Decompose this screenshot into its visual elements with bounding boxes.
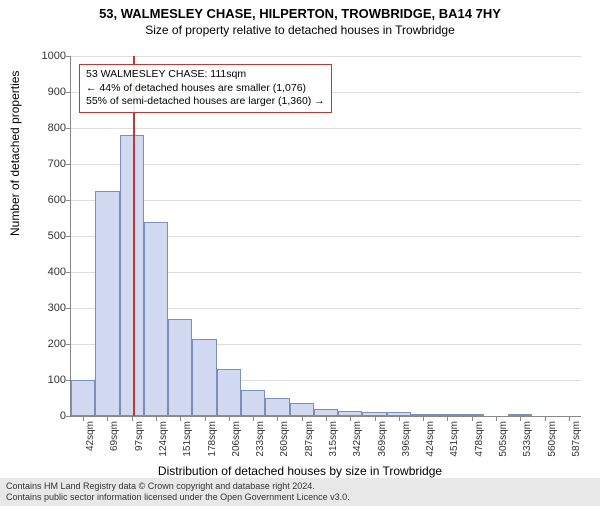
xtick-mark <box>375 416 376 421</box>
xtick-mark <box>205 416 206 421</box>
ytick-label: 0 <box>26 410 66 422</box>
histogram-bar <box>168 319 192 416</box>
xtick-mark <box>302 416 303 421</box>
plot-area: 0100200300400500600700800900100042sqm69s… <box>70 56 581 417</box>
ytick-mark <box>66 56 71 57</box>
ytick-mark <box>66 272 71 273</box>
footer-line: Contains HM Land Registry data © Crown c… <box>6 481 594 492</box>
ytick-mark <box>66 416 71 417</box>
xtick-mark <box>253 416 254 421</box>
histogram-bar <box>241 390 265 416</box>
gridline <box>71 164 581 165</box>
histogram-bar <box>95 191 119 416</box>
ytick-label: 500 <box>26 230 66 242</box>
page-subtitle: Size of property relative to detached ho… <box>0 23 600 37</box>
histogram-bar <box>217 369 241 416</box>
ytick-label: 100 <box>26 374 66 386</box>
ytick-mark <box>66 308 71 309</box>
ytick-label: 600 <box>26 194 66 206</box>
xtick-mark <box>326 416 327 421</box>
histogram-bar <box>120 135 144 416</box>
ytick-mark <box>66 128 71 129</box>
xtick-mark <box>229 416 230 421</box>
xtick-mark <box>545 416 546 421</box>
histogram-bar <box>144 222 168 416</box>
ytick-mark <box>66 164 71 165</box>
ytick-mark <box>66 92 71 93</box>
xtick-mark <box>496 416 497 421</box>
xtick-mark <box>472 416 473 421</box>
annotation-line: 55% of semi-detached houses are larger (… <box>86 95 325 109</box>
annotation-line: 53 WALMESLEY CHASE: 111sqm <box>86 68 325 82</box>
ytick-label: 800 <box>26 122 66 134</box>
ytick-label: 900 <box>26 86 66 98</box>
ytick-label: 1000 <box>26 50 66 62</box>
annotation-box: 53 WALMESLEY CHASE: 111sqm← 44% of detac… <box>79 64 332 113</box>
histogram-bar <box>71 380 95 416</box>
histogram-bar <box>265 398 289 416</box>
ytick-label: 200 <box>26 338 66 350</box>
xtick-mark <box>156 416 157 421</box>
annotation-line: ← 44% of detached houses are smaller (1,… <box>86 82 325 96</box>
histogram-chart: 0100200300400500600700800900100042sqm69s… <box>70 56 580 416</box>
ytick-mark <box>66 236 71 237</box>
xtick-mark <box>569 416 570 421</box>
xtick-mark <box>132 416 133 421</box>
histogram-bar <box>290 403 314 416</box>
histogram-bar <box>314 409 338 416</box>
xtick-mark <box>399 416 400 421</box>
ytick-label: 400 <box>26 266 66 278</box>
xtick-mark <box>423 416 424 421</box>
gridline <box>71 200 581 201</box>
footer-line: Contains public sector information licen… <box>6 492 594 503</box>
ytick-mark <box>66 344 71 345</box>
histogram-bar <box>192 339 216 416</box>
footer-attribution: Contains HM Land Registry data © Crown c… <box>0 478 600 506</box>
xtick-mark <box>83 416 84 421</box>
x-axis-label: Distribution of detached houses by size … <box>0 464 600 478</box>
page-title: 53, WALMESLEY CHASE, HILPERTON, TROWBRID… <box>0 6 600 21</box>
gridline <box>71 56 581 57</box>
y-axis-label: Number of detached properties <box>8 71 22 236</box>
ytick-label: 700 <box>26 158 66 170</box>
ytick-label: 300 <box>26 302 66 314</box>
gridline <box>71 128 581 129</box>
ytick-mark <box>66 200 71 201</box>
